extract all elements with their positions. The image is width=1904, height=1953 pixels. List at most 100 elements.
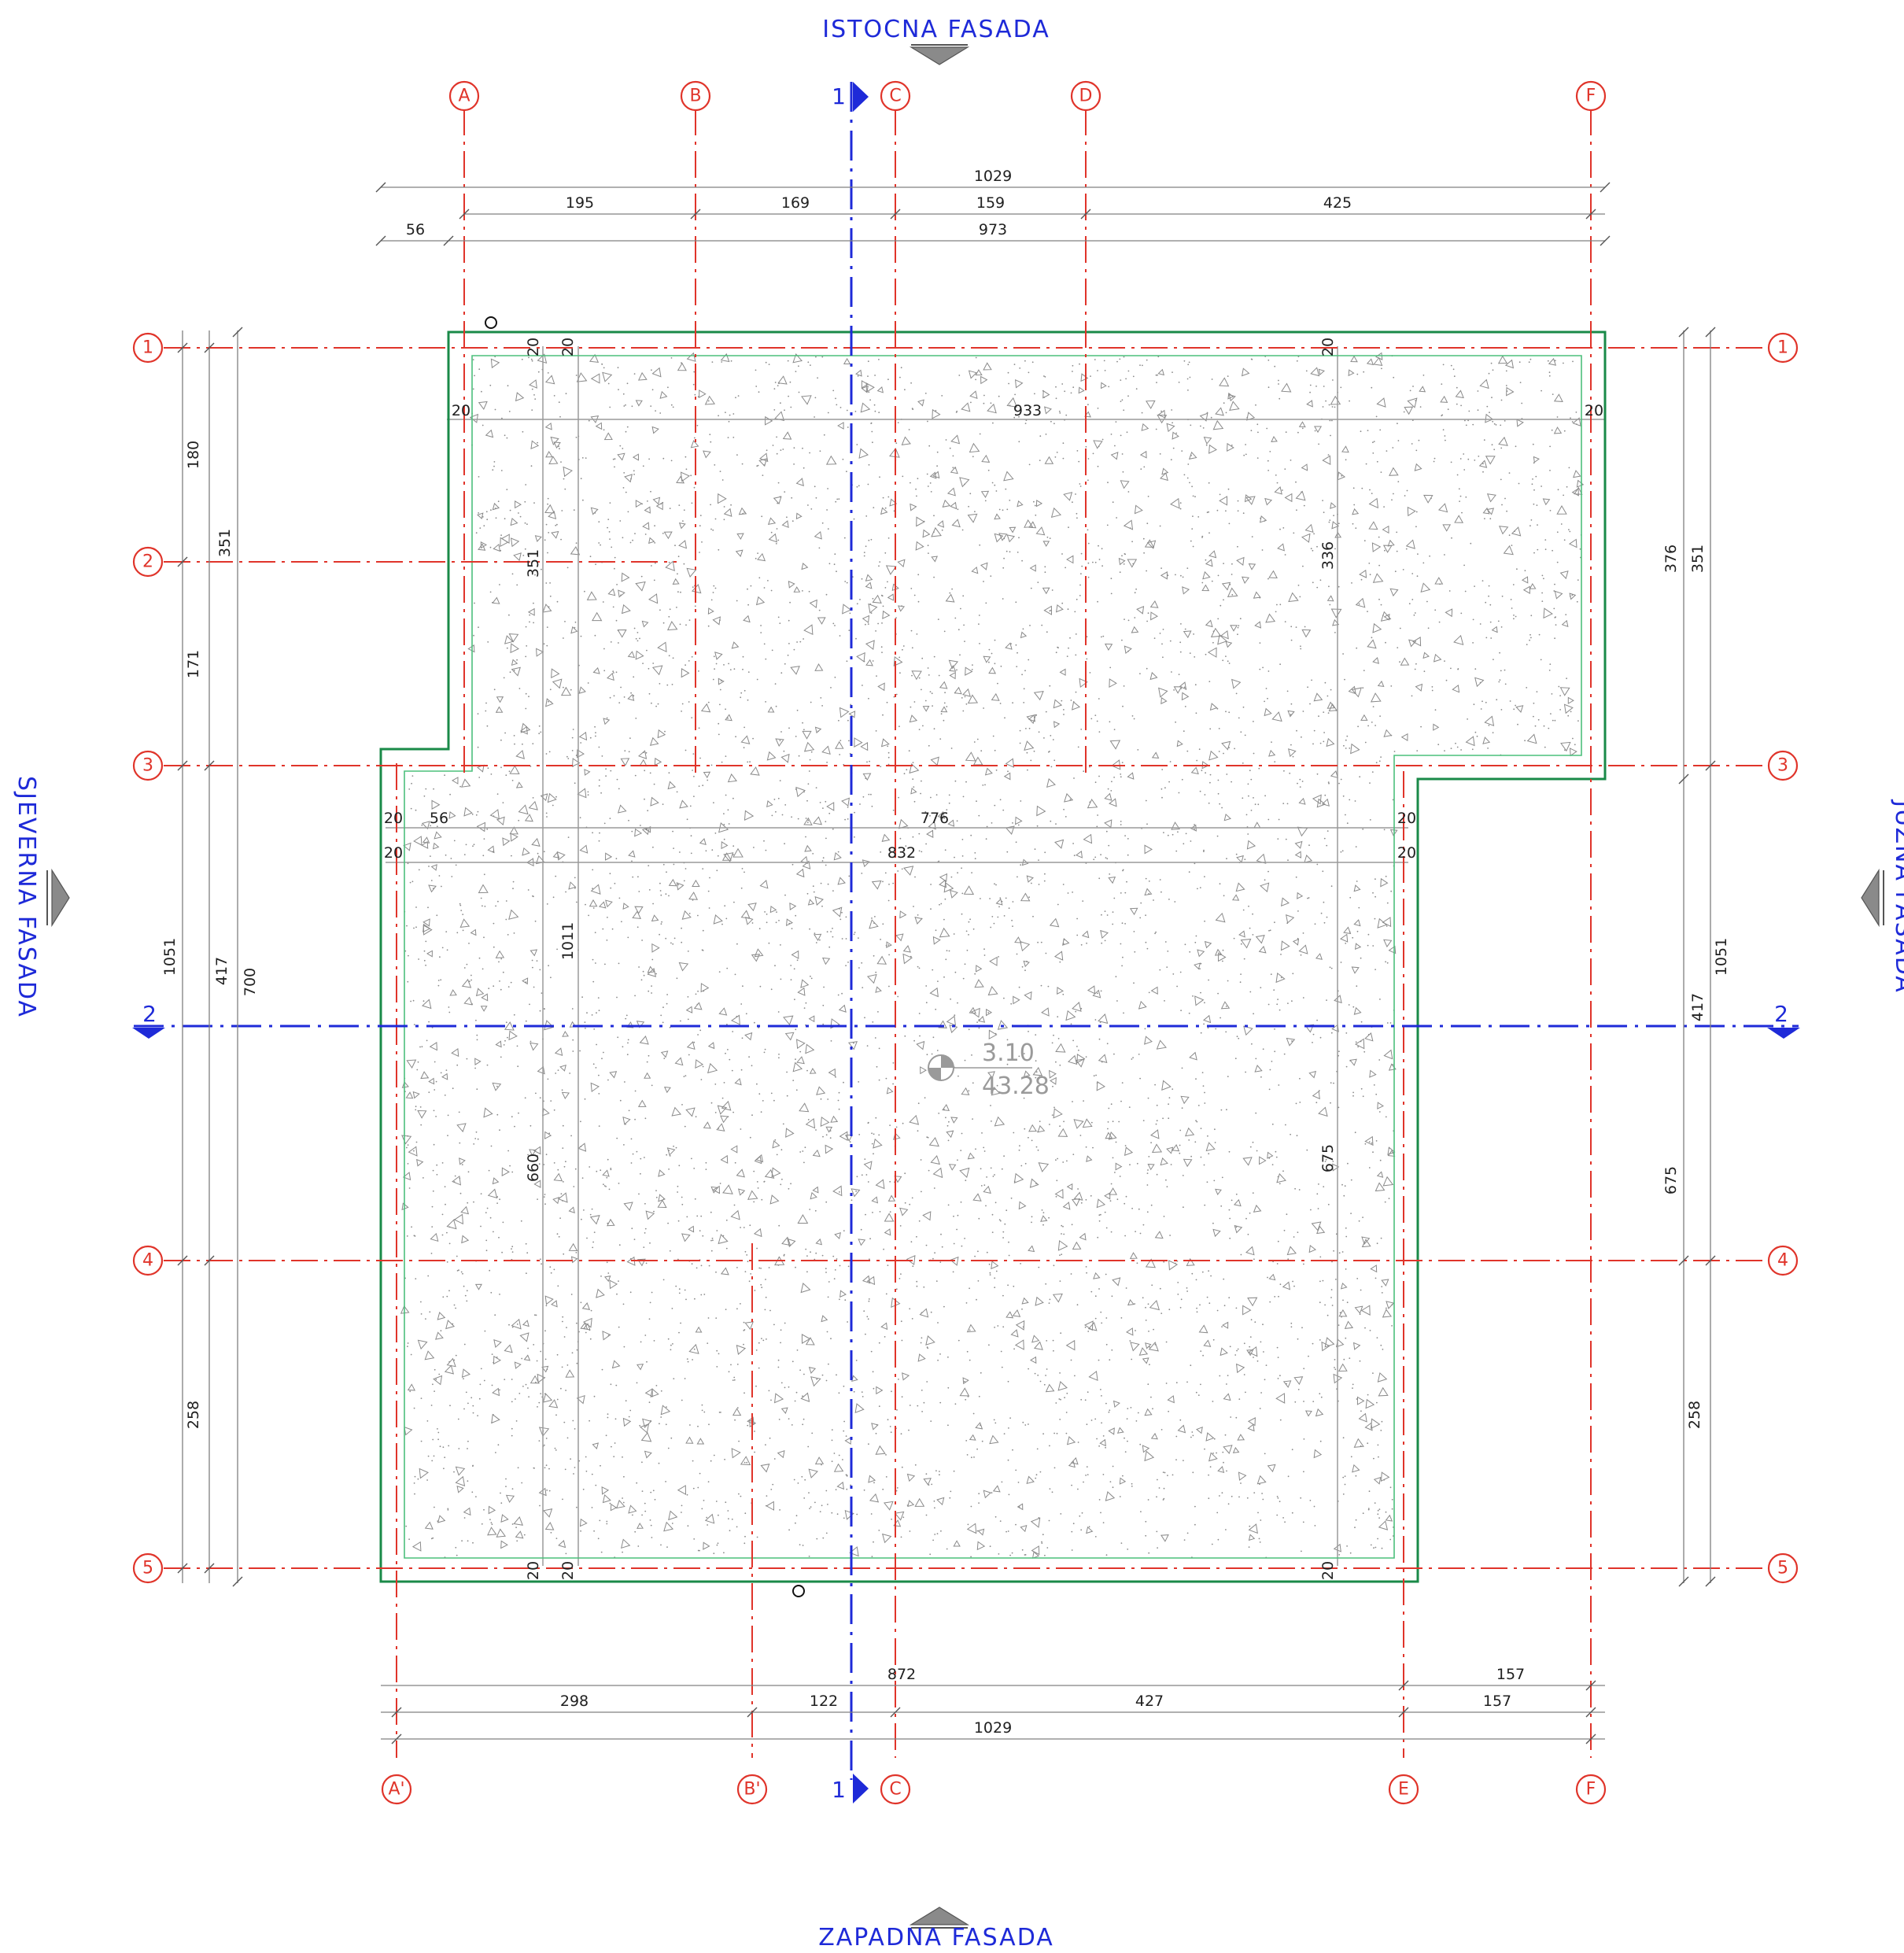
hatch-dot: [780, 1149, 783, 1151]
hatch-dot: [493, 946, 495, 948]
hatch-dot: [780, 402, 781, 404]
hatch-dot: [1024, 969, 1026, 972]
hatch-dot: [667, 1447, 670, 1449]
hatch-dot: [1460, 404, 1462, 407]
hatch-dot: [992, 1176, 994, 1177]
hatch-dot: [1248, 905, 1249, 907]
hatch-dot: [930, 491, 932, 493]
hatch-dot: [1455, 742, 1456, 744]
hatch-dot: [437, 1428, 438, 1430]
hatch-dot: [585, 1331, 587, 1334]
hatch-dot: [1495, 424, 1497, 426]
hatch-dot: [1276, 1003, 1279, 1006]
hatch-dot: [1148, 881, 1150, 882]
hatch-dot: [536, 1360, 538, 1362]
hatch-dot: [1139, 1232, 1142, 1235]
hatch-dot: [828, 563, 831, 565]
hatch-dot: [1160, 788, 1163, 790]
hatch-triangle: [1241, 576, 1250, 584]
hatch-triangle: [511, 659, 518, 666]
hatch-dot: [593, 1530, 595, 1532]
hatch-dot: [678, 1288, 681, 1290]
hatch-dot: [1544, 548, 1547, 551]
hatch-dot: [446, 1295, 448, 1298]
hatch-dot: [522, 555, 525, 556]
hatch-dot: [814, 1501, 816, 1504]
hatch-dot: [1039, 1380, 1042, 1383]
hatch-dot: [1474, 585, 1475, 587]
hatch-dot: [1541, 600, 1544, 602]
hatch-dot: [807, 1119, 810, 1120]
hatch-dot: [979, 544, 981, 546]
hatch-dot: [1146, 522, 1149, 525]
hatch-triangle: [828, 1068, 836, 1077]
hatch-triangle: [1144, 1450, 1155, 1462]
hatch-dot: [517, 1467, 519, 1469]
hatch-dot: [482, 905, 483, 907]
hatch-dot: [666, 1546, 668, 1548]
hatch-dot: [1269, 451, 1271, 452]
hatch-dot: [1090, 375, 1091, 377]
hatch-dot: [562, 1147, 564, 1149]
hatch-dot: [910, 706, 912, 708]
hatch-triangle: [1023, 960, 1030, 968]
hatch-dot: [1165, 1383, 1168, 1384]
hatch-dot: [825, 1201, 828, 1203]
hatch-dot: [598, 779, 600, 781]
hatch-dot: [869, 1238, 871, 1240]
hatch-dot: [847, 719, 849, 722]
hatch-dot: [699, 1472, 701, 1475]
hatch-dot: [1100, 990, 1102, 992]
hatch-dot: [845, 938, 847, 940]
hatch-dot: [676, 977, 678, 980]
hatch-dot: [606, 1520, 608, 1523]
hatch-dot: [1381, 1292, 1383, 1294]
hatch-dot: [901, 1466, 903, 1468]
hatch-dot: [1370, 1544, 1372, 1546]
hatch-dot: [563, 1421, 566, 1423]
hatch-triangle: [1326, 737, 1335, 748]
hatch-dot: [872, 441, 873, 444]
hatch-dot: [1018, 1149, 1020, 1151]
hatch-dot: [1139, 917, 1142, 919]
hatch-dot: [1529, 525, 1531, 527]
hatch-dot: [407, 980, 409, 983]
hatch-dot: [511, 1251, 514, 1253]
hatch-dot: [1120, 401, 1122, 402]
hatch-dot: [434, 1368, 436, 1371]
hatch-dot: [847, 962, 849, 963]
hatch-dot: [725, 1052, 726, 1054]
hatch-dot: [1485, 637, 1488, 639]
hatch-dot: [936, 451, 939, 453]
hatch-dot: [688, 1054, 690, 1056]
hatch-dot: [713, 655, 715, 658]
hatch-dot: [1001, 1366, 1003, 1368]
hatch-dot: [598, 1074, 600, 1076]
hatch-dot: [972, 1118, 973, 1120]
hatch-dot: [1075, 691, 1077, 693]
hatch-dot: [1383, 829, 1386, 831]
hatch-dot: [925, 1473, 928, 1475]
hatch-dot: [721, 923, 723, 925]
hatch-dot: [580, 1301, 582, 1304]
hatch-dot: [1203, 1164, 1205, 1166]
hatch-dot: [708, 1264, 710, 1267]
hatch-dot: [1237, 626, 1239, 629]
hatch-dot: [640, 1172, 641, 1175]
hatch-triangle: [681, 1233, 691, 1242]
hatch-triangle: [959, 477, 970, 488]
hatch-dot: [574, 877, 576, 879]
hatch-dot: [1104, 910, 1106, 912]
hatch-dot: [835, 500, 837, 503]
hatch-dot: [1276, 1346, 1279, 1349]
hatch-dot: [1274, 1296, 1276, 1298]
hatch-triangle: [1482, 737, 1491, 744]
hatch-dot: [1003, 915, 1006, 917]
hatch-dot: [1002, 509, 1004, 511]
hatch-dot: [606, 1261, 608, 1264]
hatch-dot: [607, 1413, 609, 1415]
hatch-dot: [887, 944, 890, 946]
hatch-dot: [1516, 568, 1518, 570]
hatch-triangle: [529, 379, 537, 389]
hatch-dot: [1558, 685, 1560, 688]
